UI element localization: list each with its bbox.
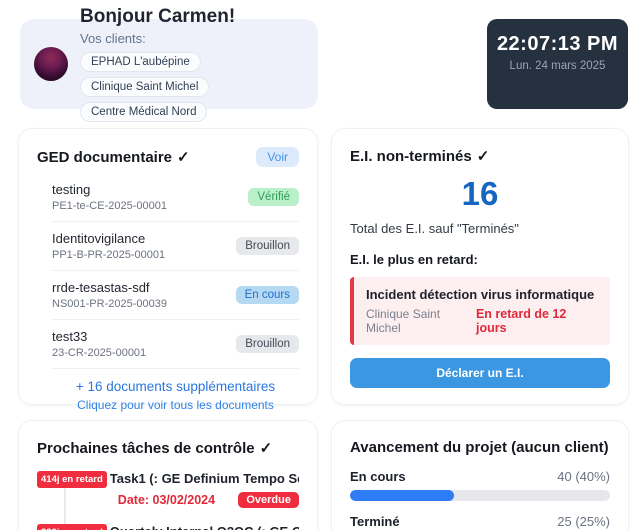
document-list: testing PE1-te-CE-2025-00001 Vérifié Ide…: [52, 173, 299, 425]
status-badge: Vérifié: [248, 188, 299, 206]
ged-title-text: GED documentaire: [37, 149, 173, 166]
progress-value: 25 (25%): [557, 514, 610, 529]
task-body: Task1 (: GE Definium Tempo Series) Date:…: [110, 471, 299, 508]
task-title: Task1 (: GE Definium Tempo Series): [109, 471, 299, 486]
document-info: test33 23-CR-2025-00001: [52, 329, 146, 359]
document-row[interactable]: Identitovigilance PP1-B-PR-2025-00001 Br…: [52, 222, 299, 271]
document-info: testing PE1-te-CE-2025-00001: [52, 182, 167, 212]
document-name: test33: [52, 329, 88, 344]
ei-count: 16: [461, 175, 499, 212]
progress-group-en-cours: En cours 40 (40%): [350, 469, 610, 501]
progress-card: Avancement du projet (aucun client) En c…: [331, 420, 629, 530]
greeting-text-block: Bonjour Carmen! Vos clients: EPHAD L'aub…: [80, 6, 304, 122]
document-info: Identitovigilance PP1-B-PR-2025-00001: [52, 231, 165, 261]
tasks-timeline: 414j en retard Task1 (: GE Definium Temp…: [37, 471, 299, 530]
task-date: Date: 03/02/2024: [117, 493, 216, 507]
declare-ei-button[interactable]: Déclarer un E.I.: [350, 358, 610, 388]
progress-card-title: Avancement du projet (aucun client): [350, 439, 609, 456]
document-info: rrde-tesastas-sdf NS001-PR-2025-00039: [52, 280, 167, 310]
check-icon: ✓: [476, 148, 490, 165]
progress-label: Terminé: [350, 514, 400, 529]
document-code: 23-CR-2025-00001: [52, 347, 147, 359]
document-code: PE1-te-CE-2025-00001: [52, 200, 167, 212]
status-badge: Brouillon: [236, 335, 299, 353]
late-days-badge: 289j en retard: [37, 524, 107, 530]
tasks-card: Prochaines tâches de contrôle ✓ 414j en r…: [18, 420, 318, 530]
alert-meta-row: Clinique Saint Michel En retard de 12 jo…: [366, 307, 598, 335]
status-badge: En cours: [235, 286, 299, 304]
overdue-badge: Overdue: [238, 492, 299, 508]
alert-late-text: En retard de 12 jours: [475, 307, 567, 335]
greeting-title: Bonjour Carmen!: [80, 6, 236, 27]
task-meta-row: Date: 03/02/2024 Overdue: [110, 492, 299, 508]
progress-labels: Terminé 25 (25%): [350, 514, 610, 529]
document-name: testing: [52, 182, 91, 197]
clock-date: Lun. 24 mars 2025: [509, 60, 606, 72]
progress-fill: [350, 490, 454, 501]
ged-card-title: GED documentaire ✓: [37, 148, 190, 166]
alert-client: Clinique Saint Michel: [366, 307, 441, 335]
client-chips: EPHAD L'aubépine Clinique Saint Michel C…: [80, 52, 304, 122]
more-documents-hint: Cliquez pour voir tous les documents: [77, 398, 274, 412]
client-chip-ephad[interactable]: EPHAD L'aubépine: [80, 52, 201, 72]
more-documents-link[interactable]: + 16 documents supplémentaires Cliquez p…: [52, 369, 299, 425]
progress-label: En cours: [350, 469, 406, 484]
document-row[interactable]: test33 23-CR-2025-00001 Brouillon: [52, 320, 299, 369]
clients-label: Vos clients:: [80, 31, 146, 46]
document-row[interactable]: rrde-tesastas-sdf NS001-PR-2025-00039 En…: [52, 271, 299, 320]
check-icon: ✓: [177, 149, 190, 166]
clock-time: 22:07:13 PM: [496, 33, 619, 55]
user-avatar: [34, 47, 68, 81]
ged-card: GED documentaire ✓ Voir testing PE1-te-CE…: [18, 128, 318, 425]
ei-late-alert: Incident détection virus informatique Cl…: [350, 277, 610, 345]
greeting-card: Bonjour Carmen! Vos clients: EPHAD L'aub…: [20, 6, 318, 122]
tasks-title-text: Prochaines tâches de contrôle: [37, 440, 255, 457]
document-code: PP1-B-PR-2025-00001: [52, 249, 166, 261]
status-badge: Brouillon: [236, 237, 299, 255]
progress-value: 40 (40%): [557, 469, 610, 484]
document-code: NS001-PR-2025-00039: [52, 298, 167, 310]
task-item[interactable]: 289j en retard Quartely Internal Q2QC (:…: [37, 524, 299, 530]
ei-count-caption: Total des E.I. sauf "Terminés": [350, 221, 519, 236]
progress-labels: En cours 40 (40%): [350, 469, 610, 484]
document-name: rrde-tesastas-sdf: [52, 280, 150, 295]
client-chip-centre[interactable]: Centre Médical Nord: [80, 102, 208, 122]
late-days-badge: 414j en retard: [37, 471, 107, 488]
ei-card-title: E.I. non-terminés ✓: [350, 147, 610, 165]
clock-widget: 22:07:13 PM Lun. 24 mars 2025: [487, 19, 628, 109]
alert-incident-title: Incident détection virus informatique: [366, 287, 595, 302]
task-body: Quartely Internal Q2QC (: GE OEC 7900: [110, 524, 299, 530]
document-name: Identitovigilance: [52, 231, 146, 246]
voir-button[interactable]: Voir: [256, 147, 299, 167]
document-row[interactable]: testing PE1-te-CE-2025-00001 Vérifié: [52, 173, 299, 222]
progress-track: [350, 490, 610, 501]
client-chip-clinique[interactable]: Clinique Saint Michel: [80, 77, 210, 97]
tasks-card-title: Prochaines tâches de contrôle ✓: [37, 439, 299, 457]
task-title: Quartely Internal Q2QC (: GE OEC 7900: [110, 524, 299, 530]
ei-late-label: E.I. le plus en retard:: [350, 252, 478, 267]
ged-card-header: GED documentaire ✓ Voir: [37, 147, 299, 167]
check-icon: ✓: [259, 440, 273, 457]
progress-group-termine: Terminé 25 (25%): [350, 514, 610, 530]
more-documents-count: + 16 documents supplémentaires: [75, 379, 276, 394]
ei-title-text: E.I. non-terminés: [350, 148, 472, 165]
task-item[interactable]: 414j en retard Task1 (: GE Definium Temp…: [37, 471, 299, 508]
ei-card: E.I. non-terminés ✓ 16 Total des E.I. sau…: [331, 128, 629, 405]
